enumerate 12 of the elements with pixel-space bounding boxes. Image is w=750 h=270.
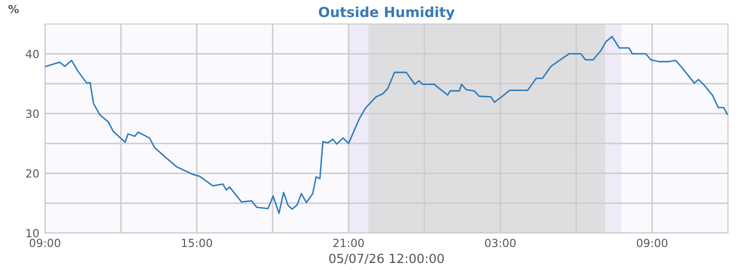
y-tick-label: 20 xyxy=(26,169,39,178)
x-tick-label: 09:00 xyxy=(30,238,60,248)
x-tick-label: 21:00 xyxy=(333,238,364,248)
y-tick-label: 40 xyxy=(26,50,39,58)
x-tick-label: 09:00 xyxy=(636,238,668,248)
x-tick-label: 03:00 xyxy=(485,238,516,248)
chart-title: Outside Humidity xyxy=(318,6,455,20)
y-tick-label: 10 xyxy=(26,228,39,238)
x-tick-label: 15:00 xyxy=(182,238,212,248)
y-axis-title: % xyxy=(8,4,19,14)
x-axis-title: 05/07/26 12:00:00 xyxy=(329,254,444,264)
y-tick-label: 30 xyxy=(26,110,39,118)
